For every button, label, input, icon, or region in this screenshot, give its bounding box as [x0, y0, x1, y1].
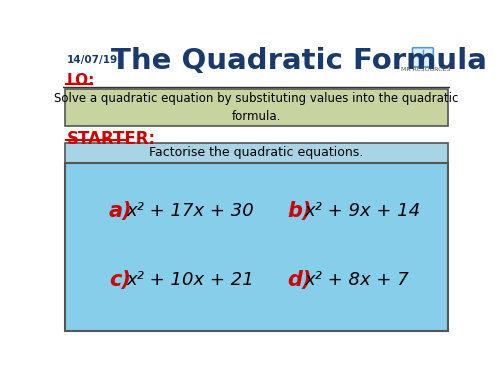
Text: x² + 8x + 7: x² + 8x + 7: [304, 271, 409, 289]
FancyBboxPatch shape: [65, 89, 448, 126]
Text: STARTER:: STARTER:: [66, 130, 156, 148]
Text: c): c): [109, 270, 131, 290]
Text: Factorise the quadratic equations.: Factorise the quadratic equations.: [149, 146, 364, 159]
Text: The Quadratic Formula: The Quadratic Formula: [112, 46, 487, 75]
FancyBboxPatch shape: [65, 143, 448, 163]
Text: Solve a quadratic equation by substituting values into the quadratic
formula.: Solve a quadratic equation by substituti…: [54, 92, 458, 123]
FancyBboxPatch shape: [412, 48, 434, 67]
Text: x² + 17x + 30: x² + 17x + 30: [126, 201, 254, 219]
Text: x² + 9x + 14: x² + 9x + 14: [304, 201, 420, 219]
FancyBboxPatch shape: [65, 163, 448, 332]
Text: b): b): [287, 201, 312, 220]
Text: x² + 10x + 21: x² + 10x + 21: [126, 271, 254, 289]
Text: LO:: LO:: [66, 74, 95, 88]
Text: 14/07/19: 14/07/19: [66, 55, 118, 65]
Text: d): d): [287, 270, 312, 290]
Text: a): a): [109, 201, 132, 220]
Text: MR RESOURCES: MR RESOURCES: [400, 68, 450, 72]
